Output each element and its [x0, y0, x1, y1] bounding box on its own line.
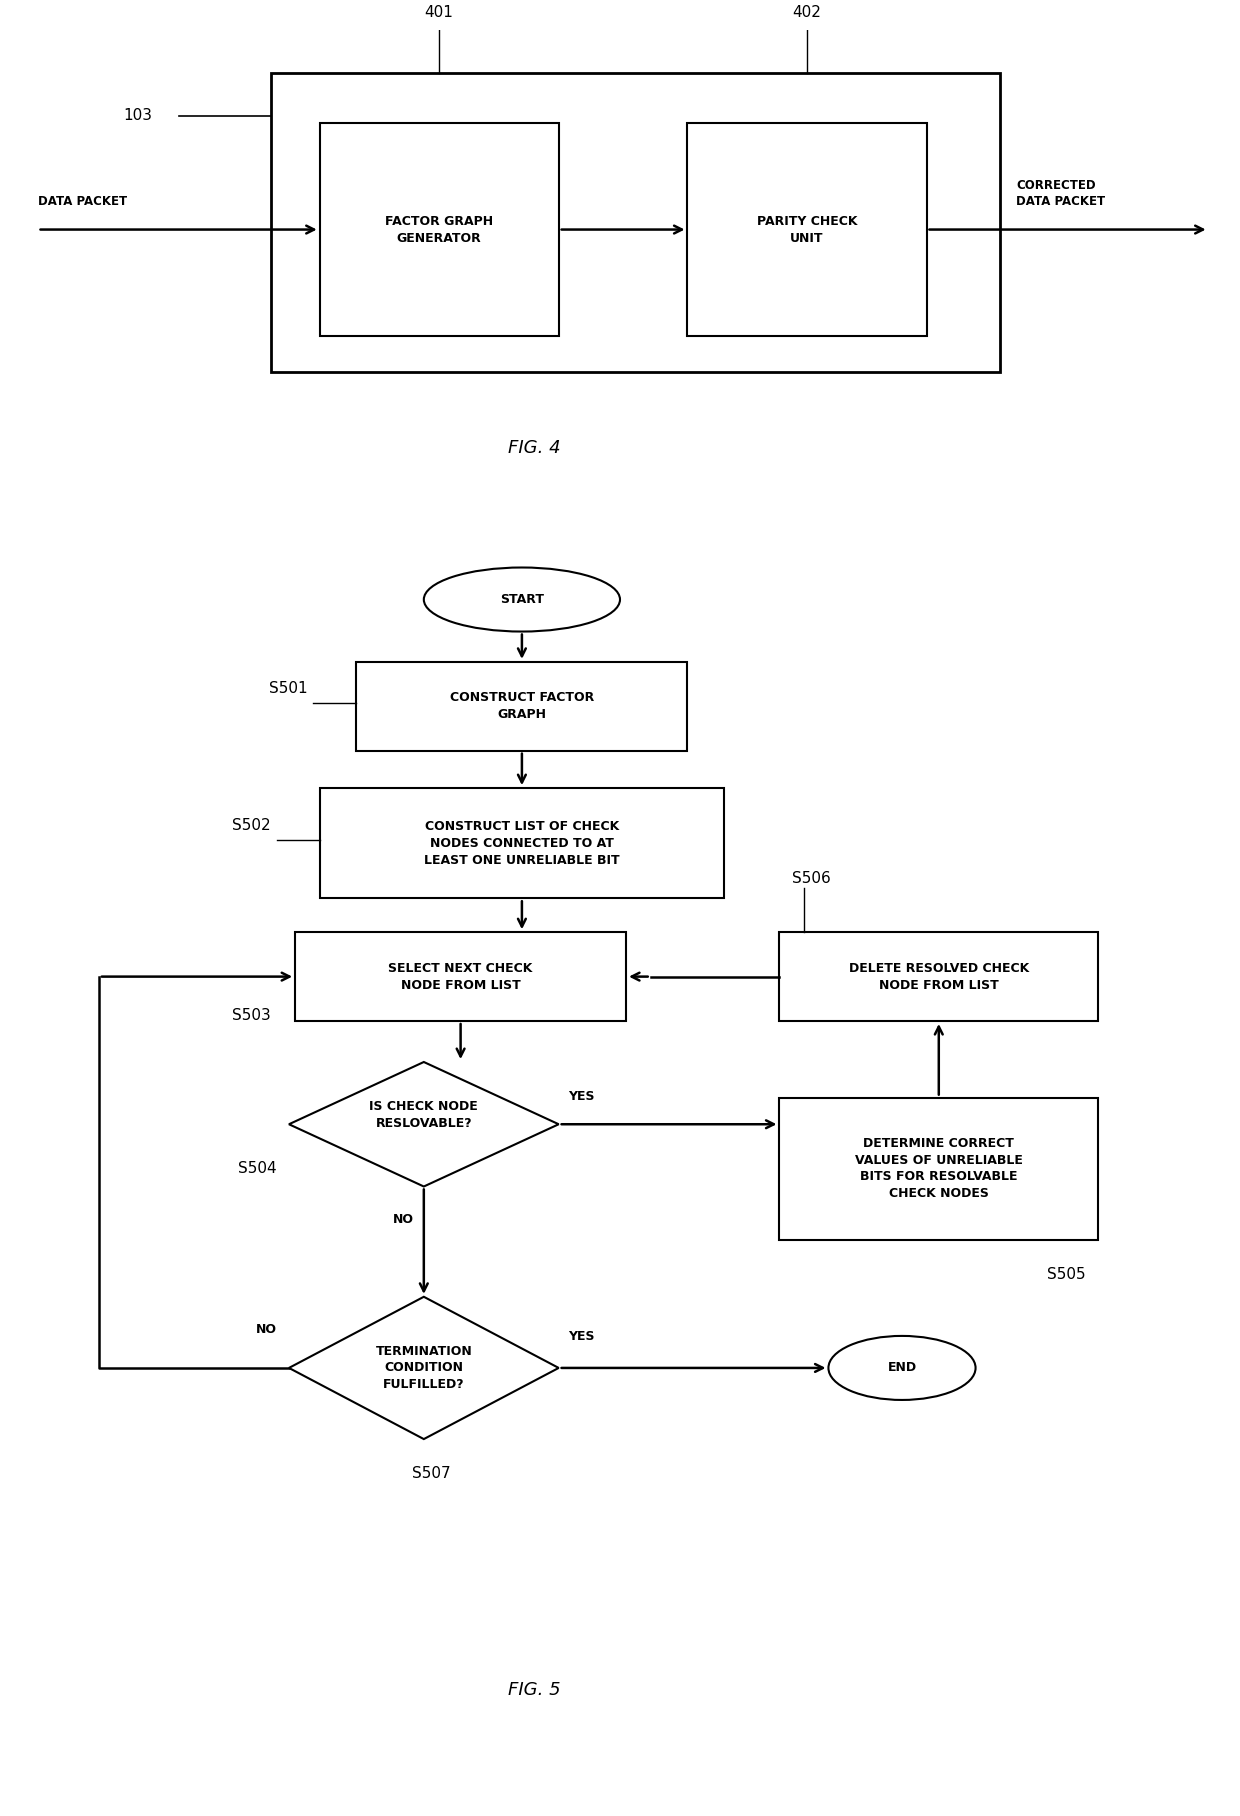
- Text: DELETE RESOLVED CHECK
NODE FROM LIST: DELETE RESOLVED CHECK NODE FROM LIST: [848, 962, 1029, 992]
- Text: FIG. 4: FIG. 4: [508, 439, 560, 458]
- Text: CONSTRUCT LIST OF CHECK
NODES CONNECTED TO AT
LEAST ONE UNRELIABLE BIT: CONSTRUCT LIST OF CHECK NODES CONNECTED …: [424, 819, 620, 866]
- Bar: [270, 73, 1001, 372]
- Text: DATA PACKET: DATA PACKET: [37, 194, 126, 209]
- Text: S503: S503: [232, 1008, 270, 1022]
- Bar: [780, 1097, 1099, 1240]
- Text: PARITY CHECK
UNIT: PARITY CHECK UNIT: [756, 214, 857, 245]
- Polygon shape: [289, 1297, 559, 1438]
- Ellipse shape: [424, 568, 620, 632]
- Text: S507: S507: [412, 1466, 450, 1480]
- Bar: [320, 788, 724, 899]
- Text: CORRECTED
DATA PACKET: CORRECTED DATA PACKET: [1016, 180, 1105, 209]
- Text: 402: 402: [792, 5, 821, 20]
- Bar: [356, 661, 687, 750]
- Ellipse shape: [828, 1337, 976, 1400]
- Bar: [295, 932, 626, 1021]
- Text: S504: S504: [238, 1160, 277, 1177]
- Text: S502: S502: [232, 817, 270, 834]
- Text: FACTOR GRAPH
GENERATOR: FACTOR GRAPH GENERATOR: [386, 214, 494, 245]
- Text: YES: YES: [568, 1329, 595, 1344]
- Text: START: START: [500, 594, 544, 607]
- Text: S506: S506: [791, 872, 831, 886]
- Text: END: END: [888, 1362, 916, 1375]
- Text: 103: 103: [124, 109, 153, 123]
- Polygon shape: [289, 1062, 559, 1186]
- Text: S505: S505: [1048, 1266, 1086, 1282]
- Text: FIG. 5: FIG. 5: [508, 1682, 560, 1698]
- Text: NO: NO: [255, 1322, 277, 1337]
- Text: DETERMINE CORRECT
VALUES OF UNRELIABLE
BITS FOR RESOLVABLE
CHECK NODES: DETERMINE CORRECT VALUES OF UNRELIABLE B…: [854, 1137, 1023, 1200]
- Text: IS CHECK NODE
RESLOVABLE?: IS CHECK NODE RESLOVABLE?: [370, 1100, 479, 1130]
- Text: S501: S501: [269, 681, 308, 696]
- Text: CONSTRUCT FACTOR
GRAPH: CONSTRUCT FACTOR GRAPH: [450, 692, 594, 721]
- Text: TERMINATION
CONDITION
FULFILLED?: TERMINATION CONDITION FULFILLED?: [376, 1346, 472, 1391]
- Bar: [320, 123, 559, 336]
- Bar: [687, 123, 926, 336]
- Text: SELECT NEXT CHECK
NODE FROM LIST: SELECT NEXT CHECK NODE FROM LIST: [388, 962, 533, 992]
- Text: 401: 401: [425, 5, 454, 20]
- Text: NO: NO: [393, 1213, 414, 1226]
- Text: YES: YES: [568, 1090, 595, 1102]
- Bar: [780, 932, 1099, 1021]
